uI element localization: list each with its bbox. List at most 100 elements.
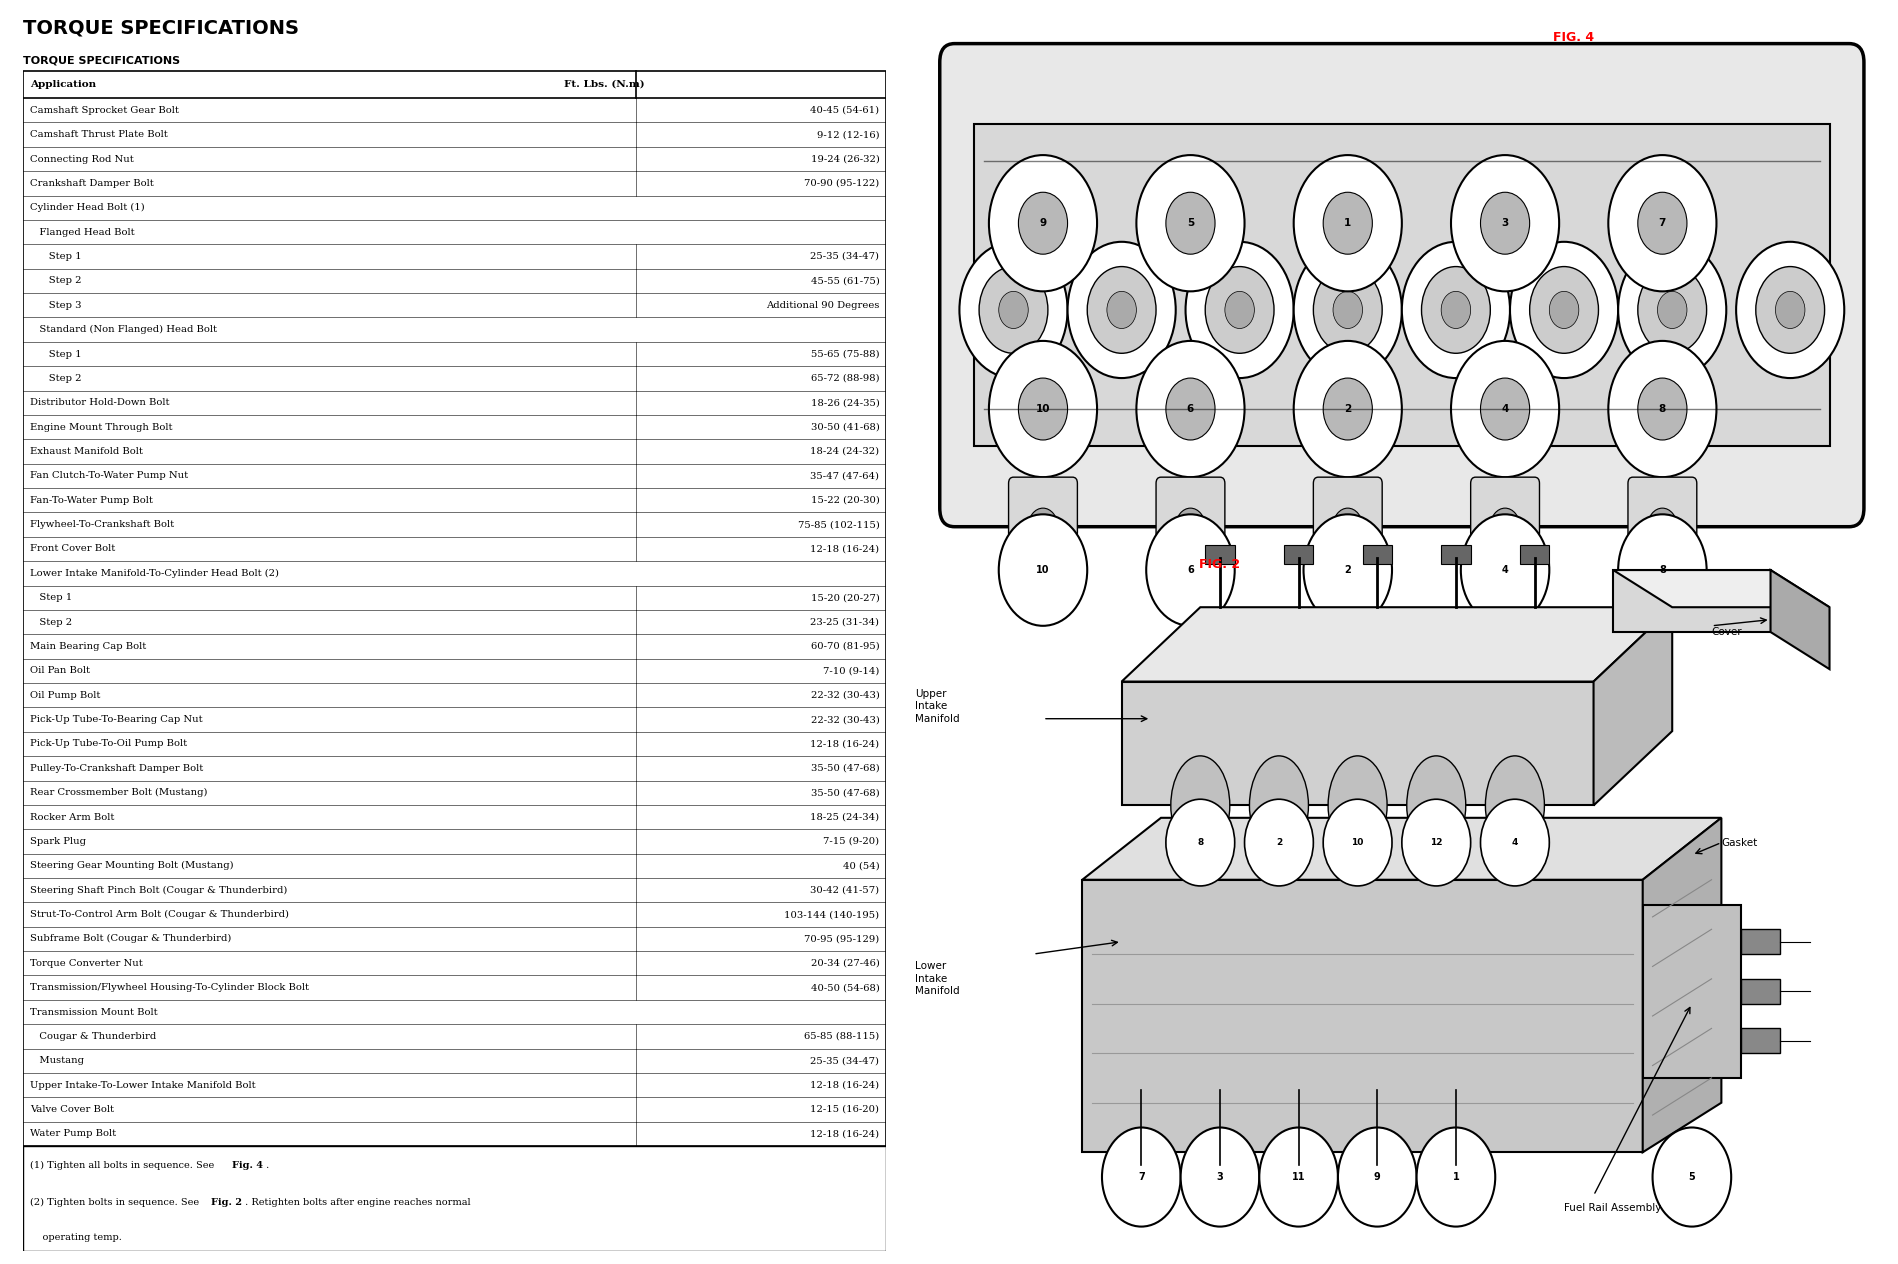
- Text: Flanged Head Bolt: Flanged Head Bolt: [30, 228, 135, 236]
- Text: Step 2: Step 2: [30, 618, 72, 627]
- Text: 9: 9: [1374, 1172, 1380, 1182]
- Text: 60-70 (81-95): 60-70 (81-95): [810, 642, 879, 651]
- Circle shape: [1441, 292, 1471, 329]
- FancyBboxPatch shape: [1156, 478, 1224, 540]
- Circle shape: [1323, 799, 1391, 886]
- Circle shape: [1450, 341, 1558, 478]
- Text: 12: 12: [1429, 838, 1442, 847]
- Circle shape: [1304, 514, 1391, 626]
- Circle shape: [1480, 192, 1530, 254]
- Text: 25-35 (34-47): 25-35 (34-47): [810, 252, 879, 262]
- Ellipse shape: [1171, 756, 1230, 854]
- Bar: [1283, 545, 1313, 564]
- Text: 2: 2: [1344, 565, 1351, 575]
- Text: Step 3: Step 3: [30, 301, 82, 310]
- Circle shape: [1332, 508, 1363, 545]
- Text: Mustang: Mustang: [30, 1057, 84, 1066]
- Text: Application: Application: [30, 80, 95, 88]
- Text: Torque Converter Nut: Torque Converter Nut: [30, 959, 142, 968]
- Bar: [1205, 545, 1236, 564]
- Circle shape: [1511, 241, 1619, 378]
- Circle shape: [1165, 192, 1215, 254]
- Circle shape: [1186, 241, 1294, 378]
- Text: 8: 8: [1659, 565, 1666, 575]
- Circle shape: [1294, 241, 1403, 378]
- Circle shape: [1245, 799, 1313, 886]
- Text: 23-25 (31-34): 23-25 (31-34): [810, 618, 879, 627]
- Text: 3: 3: [1217, 1172, 1224, 1182]
- Text: 30-42 (41-57): 30-42 (41-57): [810, 886, 879, 895]
- Text: 65-85 (88-115): 65-85 (88-115): [805, 1031, 879, 1040]
- Polygon shape: [1082, 880, 1642, 1153]
- Circle shape: [1657, 292, 1687, 329]
- Text: 19-24 (26-32): 19-24 (26-32): [810, 154, 879, 163]
- Circle shape: [1067, 241, 1175, 378]
- Text: 2: 2: [1275, 838, 1281, 847]
- Text: Steering Shaft Pinch Bolt (Cougar & Thunderbird): Steering Shaft Pinch Bolt (Cougar & Thun…: [30, 886, 287, 895]
- Circle shape: [1450, 155, 1558, 292]
- Text: 5: 5: [1186, 219, 1194, 229]
- FancyBboxPatch shape: [1313, 478, 1382, 540]
- Circle shape: [1653, 1127, 1731, 1226]
- Text: TORQUE SPECIFICATIONS: TORQUE SPECIFICATIONS: [23, 56, 180, 66]
- Text: 4: 4: [1501, 404, 1509, 415]
- Text: 22-32 (30-43): 22-32 (30-43): [810, 690, 879, 700]
- Text: Steering Gear Mounting Bolt (Mustang): Steering Gear Mounting Bolt (Mustang): [30, 861, 233, 871]
- Bar: [23, 71, 886, 1146]
- Circle shape: [1313, 267, 1382, 354]
- Text: 15-20 (20-27): 15-20 (20-27): [810, 593, 879, 602]
- Circle shape: [1323, 192, 1372, 254]
- Text: 55-65 (75-88): 55-65 (75-88): [810, 350, 879, 359]
- Circle shape: [1294, 155, 1403, 292]
- Text: 35-50 (47-68): 35-50 (47-68): [810, 763, 879, 772]
- Circle shape: [1530, 267, 1598, 354]
- Text: Pulley-To-Crankshaft Damper Bolt: Pulley-To-Crankshaft Damper Bolt: [30, 763, 203, 772]
- Circle shape: [1403, 241, 1511, 378]
- Circle shape: [1224, 292, 1255, 329]
- Circle shape: [1332, 292, 1363, 329]
- Text: Pick-Up Tube-To-Oil Pump Bolt: Pick-Up Tube-To-Oil Pump Bolt: [30, 739, 186, 748]
- Text: Fig. 4: Fig. 4: [232, 1160, 262, 1170]
- Text: 30-50 (41-68): 30-50 (41-68): [810, 422, 879, 431]
- Bar: [23, 1146, 886, 1251]
- Bar: [974, 124, 1830, 446]
- Text: 5: 5: [1689, 1172, 1695, 1182]
- Text: 70-95 (95-129): 70-95 (95-129): [805, 934, 879, 943]
- Circle shape: [958, 241, 1067, 378]
- Circle shape: [1638, 192, 1687, 254]
- Bar: [1441, 545, 1471, 564]
- Bar: [1740, 978, 1780, 1004]
- Text: 40-45 (54-61): 40-45 (54-61): [810, 106, 879, 115]
- Circle shape: [1088, 267, 1156, 354]
- FancyBboxPatch shape: [1471, 478, 1539, 540]
- Text: Fan Clutch-To-Water Pump Nut: Fan Clutch-To-Water Pump Nut: [30, 471, 188, 480]
- FancyBboxPatch shape: [940, 44, 1864, 527]
- Text: Valve Cover Bolt: Valve Cover Bolt: [30, 1105, 114, 1114]
- Text: 4: 4: [1511, 838, 1518, 847]
- Polygon shape: [1642, 818, 1721, 1153]
- Text: 20-34 (27-46): 20-34 (27-46): [810, 959, 879, 968]
- Circle shape: [1416, 1127, 1496, 1226]
- Text: 15-22 (20-30): 15-22 (20-30): [810, 495, 879, 504]
- Text: 40-50 (54-68): 40-50 (54-68): [810, 983, 879, 992]
- Bar: [1642, 905, 1740, 1078]
- Text: 12-18 (16-24): 12-18 (16-24): [810, 1129, 879, 1139]
- Text: Cylinder Head Bolt (1): Cylinder Head Bolt (1): [30, 204, 144, 212]
- Text: Step 2: Step 2: [30, 374, 82, 383]
- Text: 18-24 (24-32): 18-24 (24-32): [810, 447, 879, 456]
- Circle shape: [1338, 1127, 1416, 1226]
- Circle shape: [979, 267, 1048, 354]
- Text: 8: 8: [1198, 838, 1203, 847]
- Text: Step 1: Step 1: [30, 593, 72, 602]
- Text: 4: 4: [1501, 565, 1509, 575]
- Circle shape: [1403, 799, 1471, 886]
- Text: Step 2: Step 2: [30, 277, 82, 286]
- Bar: [1520, 545, 1549, 564]
- Circle shape: [1323, 378, 1372, 440]
- Circle shape: [1205, 267, 1274, 354]
- Text: 10: 10: [1351, 838, 1365, 847]
- Text: Flywheel-To-Crankshaft Bolt: Flywheel-To-Crankshaft Bolt: [30, 520, 175, 530]
- Text: Rocker Arm Bolt: Rocker Arm Bolt: [30, 813, 114, 822]
- Text: 3: 3: [1501, 219, 1509, 229]
- Circle shape: [1175, 508, 1205, 545]
